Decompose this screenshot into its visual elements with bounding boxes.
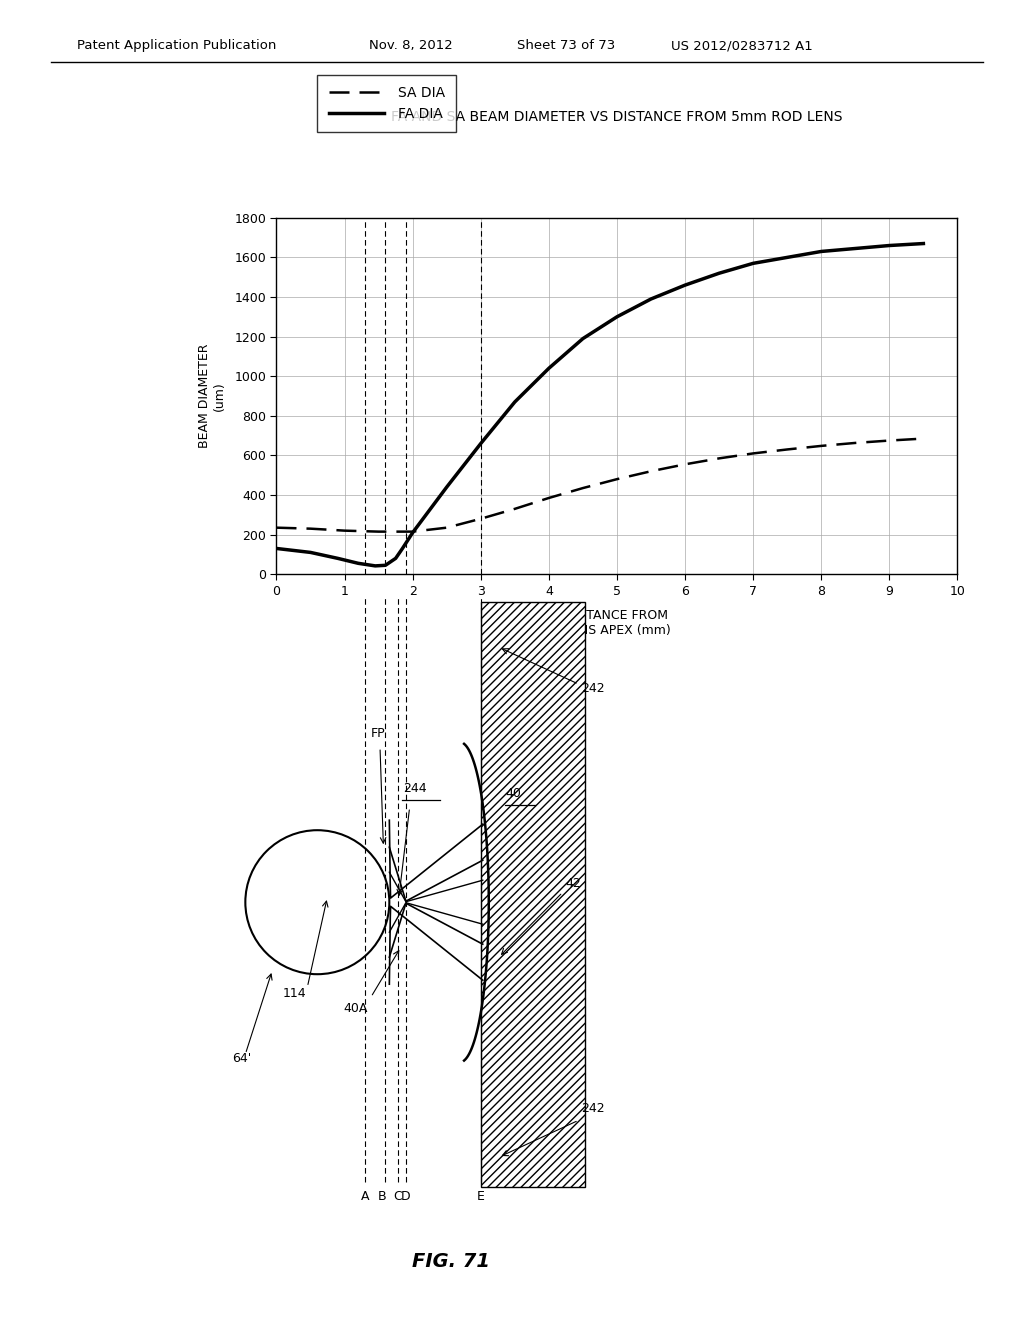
- Text: A: A: [360, 1191, 370, 1204]
- Text: 114: 114: [283, 987, 306, 1001]
- Polygon shape: [481, 602, 585, 1187]
- Text: 40: 40: [506, 787, 521, 800]
- Text: US 2012/0283712 A1: US 2012/0283712 A1: [671, 40, 812, 51]
- X-axis label: DISTANCE FROM
LENS APEX (mm): DISTANCE FROM LENS APEX (mm): [563, 609, 671, 636]
- Legend: SA DIA, FA DIA: SA DIA, FA DIA: [317, 75, 457, 132]
- Text: FIG. 71: FIG. 71: [412, 1253, 489, 1271]
- Text: E: E: [477, 1191, 484, 1204]
- Text: C: C: [393, 1191, 402, 1204]
- Text: 242: 242: [581, 1102, 604, 1115]
- Text: 64': 64': [232, 1052, 252, 1065]
- Text: 244: 244: [402, 783, 426, 795]
- Text: B: B: [378, 1191, 387, 1204]
- Text: 42: 42: [566, 878, 582, 890]
- Text: Nov. 8, 2012: Nov. 8, 2012: [369, 40, 453, 51]
- Title: FA AND SA BEAM DIAMETER VS DISTANCE FROM 5mm ROD LENS: FA AND SA BEAM DIAMETER VS DISTANCE FROM…: [391, 110, 843, 124]
- Text: Patent Application Publication: Patent Application Publication: [77, 40, 276, 51]
- Text: 40A: 40A: [344, 1002, 369, 1015]
- Y-axis label: BEAM DIAMETER
(um): BEAM DIAMETER (um): [198, 343, 226, 449]
- Text: Sheet 73 of 73: Sheet 73 of 73: [517, 40, 615, 51]
- Text: FP: FP: [371, 727, 386, 741]
- Text: 242: 242: [581, 682, 604, 696]
- Text: D: D: [401, 1191, 411, 1204]
